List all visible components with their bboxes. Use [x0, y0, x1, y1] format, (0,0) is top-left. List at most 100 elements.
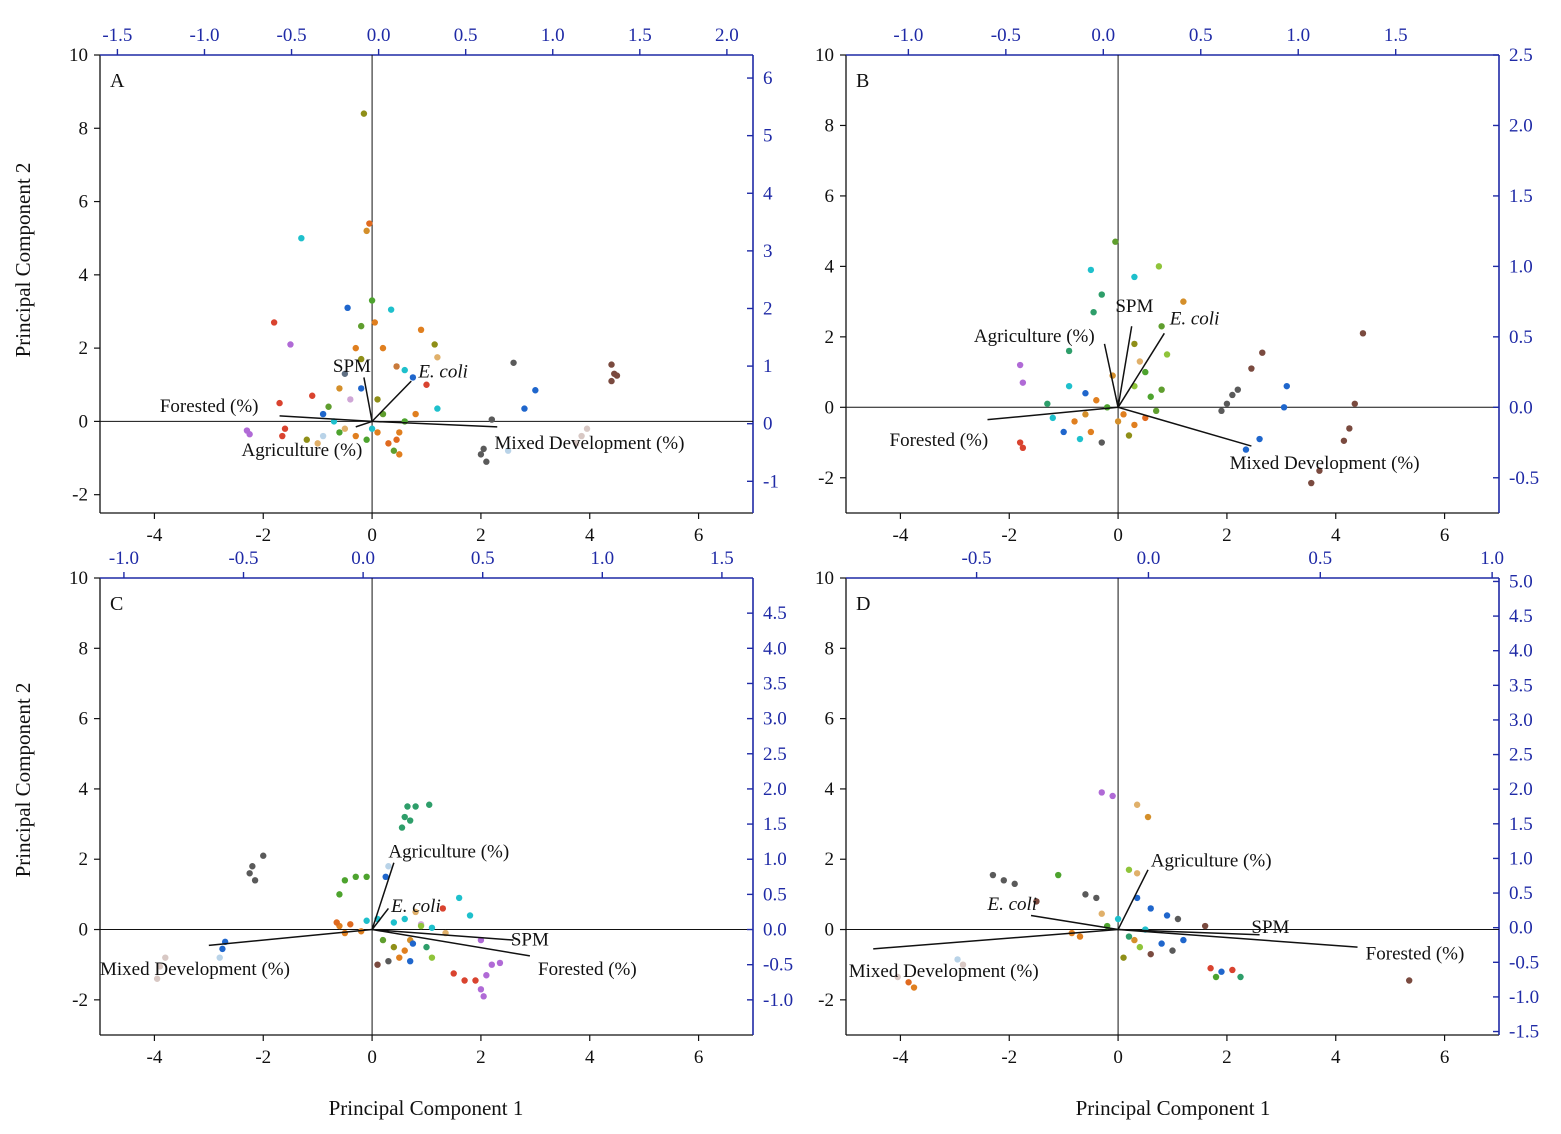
y-axis-title-top: Principal Component 2 [11, 163, 35, 358]
x-tick-label: 2 [1222, 1047, 1232, 1068]
data-point [360, 110, 368, 117]
data-point [1163, 912, 1171, 919]
y-tick-label: 6 [79, 709, 89, 730]
data-point [488, 416, 495, 423]
vector-label: SPM [1251, 917, 1289, 938]
data-point [333, 919, 340, 926]
y-tick-label: 2 [79, 849, 89, 870]
data-point [374, 429, 381, 436]
data-point [401, 813, 408, 821]
data-point [1087, 266, 1095, 274]
top-tick-label: 2.0 [715, 25, 739, 46]
data-point [1112, 238, 1119, 245]
data-point [434, 405, 441, 412]
top-tick-label: 1.0 [1286, 25, 1310, 46]
data-point [1280, 404, 1288, 411]
data-point [434, 354, 441, 361]
top-tick-label: 0.5 [454, 25, 478, 46]
vector-label: Mixed Development (%) [1230, 453, 1420, 474]
data-point [1120, 411, 1127, 418]
loading-vector [1117, 326, 1133, 408]
data-point [477, 986, 485, 993]
loading-vector [987, 406, 1119, 421]
data-point [363, 917, 370, 924]
y-tick-label: 10 [815, 45, 834, 66]
right-tick-label: 1.0 [763, 849, 787, 870]
data-point [1044, 400, 1051, 407]
x-tick-label: -4 [147, 1047, 163, 1068]
data-point [989, 871, 997, 879]
y-tick-label: 8 [79, 118, 89, 139]
y-tick-label: -2 [818, 468, 834, 489]
data-point [374, 396, 381, 403]
data-point [578, 432, 585, 440]
top-tick-label: 0.0 [351, 548, 375, 569]
data-point [406, 957, 414, 965]
data-point [276, 399, 283, 407]
loading-vector [1117, 332, 1165, 408]
y-tick-label: 8 [79, 638, 89, 659]
loading-vector [372, 420, 498, 428]
loading-vector [1030, 914, 1119, 931]
top-tick-label: -1.5 [102, 25, 132, 46]
data-point [1104, 404, 1111, 411]
x-tick-label: 4 [1331, 525, 1341, 546]
data-point [1098, 291, 1105, 298]
right-tick-label: 4.0 [763, 638, 787, 659]
data-point [387, 306, 395, 313]
data-point [393, 363, 400, 370]
data-point [347, 396, 354, 403]
x-tick-label: 4 [1331, 1047, 1341, 1068]
data-point [398, 824, 406, 831]
data-point [341, 877, 349, 884]
right-tick-label: -0.5 [763, 955, 793, 976]
data-point [352, 344, 359, 352]
data-point [404, 803, 411, 810]
data-point [1071, 418, 1078, 425]
data-point [1207, 965, 1214, 972]
data-point [396, 954, 403, 961]
data-point [412, 803, 419, 810]
x-tick-label: -2 [255, 1047, 271, 1068]
data-point [401, 947, 408, 954]
y-tick-label: 0 [825, 920, 835, 941]
right-tick-label: 2.5 [1509, 45, 1533, 66]
top-tick-label: -1.0 [109, 548, 139, 569]
y-tick-label: 6 [825, 709, 835, 730]
top-tick-label: 1.0 [541, 25, 565, 46]
right-tick-label: 3.0 [763, 709, 787, 730]
data-point [1201, 922, 1209, 930]
data-point [379, 936, 387, 944]
y-tick-label: -2 [818, 990, 834, 1011]
y-tick-label: -2 [72, 485, 88, 506]
data-point [401, 366, 408, 374]
y-tick-label: 0 [79, 920, 89, 941]
data-point [1229, 391, 1236, 399]
data-point [1098, 910, 1105, 917]
data-point [1065, 347, 1073, 355]
right-tick-label: 5 [763, 126, 773, 147]
data-point [409, 940, 417, 947]
data-point [466, 912, 474, 919]
right-tick-label: 4.5 [1509, 606, 1533, 627]
x-tick-label: -4 [893, 525, 909, 546]
data-point [428, 924, 436, 931]
data-point [488, 961, 495, 968]
data-point [341, 425, 349, 432]
data-point [1055, 871, 1062, 879]
right-tick-label: -0.5 [1509, 952, 1539, 973]
data-point [319, 432, 327, 440]
right-tick-label: 1 [763, 356, 773, 377]
loading-vector [355, 420, 373, 428]
x-tick-label: -2 [1001, 1047, 1017, 1068]
data-point [1011, 880, 1018, 888]
data-point [426, 801, 433, 808]
top-tick-label: 1.5 [1384, 25, 1408, 46]
data-point [1016, 439, 1024, 446]
data-point [1359, 330, 1367, 337]
x-tick-label: 2 [1222, 525, 1232, 546]
data-point [358, 322, 365, 330]
right-tick-label: 1.5 [1509, 186, 1533, 207]
data-point [1248, 365, 1255, 372]
